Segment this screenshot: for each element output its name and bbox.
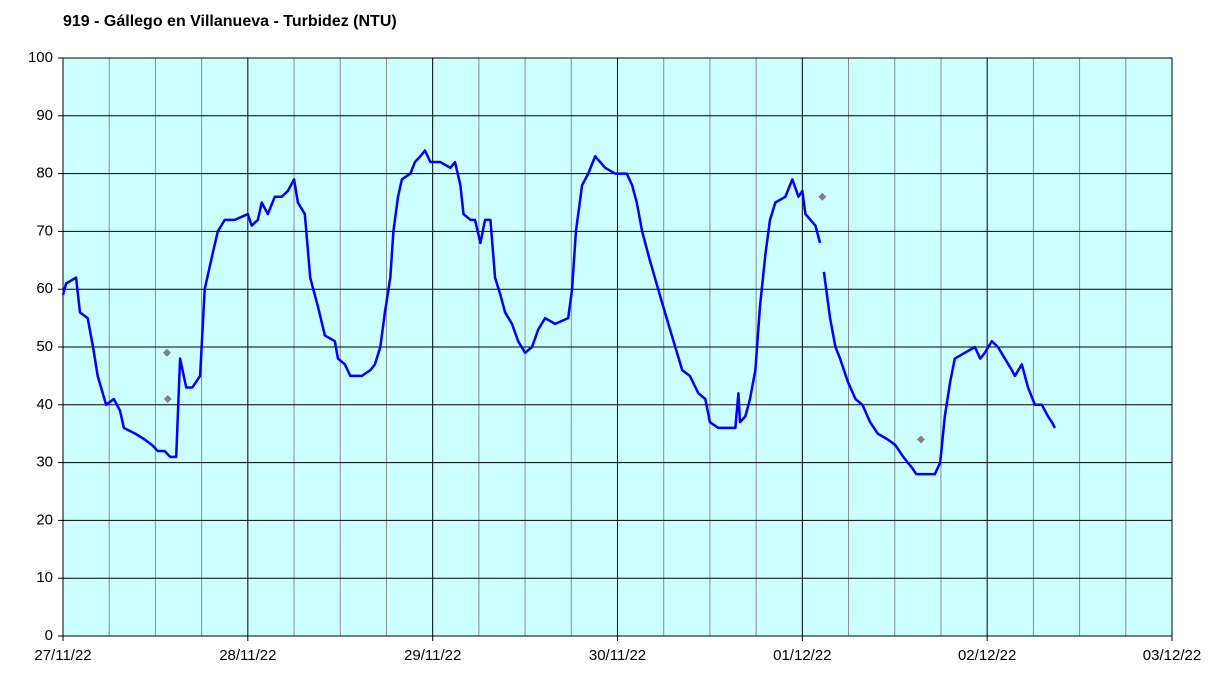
data-line — [61, 149, 822, 459]
data-point — [916, 435, 925, 444]
y-tick-label: 40 — [36, 396, 53, 413]
data-point — [163, 395, 172, 404]
x-tick-label: 27/11/22 — [34, 647, 91, 664]
data-line — [822, 271, 1057, 476]
x-tick-label: 30/11/22 — [589, 647, 646, 664]
y-tick-label: 20 — [36, 511, 53, 528]
y-tick-label: 30 — [36, 454, 53, 471]
x-tick-label: 29/11/22 — [404, 647, 461, 664]
y-tick-label: 0 — [45, 627, 53, 644]
y-tick-label: 10 — [36, 569, 53, 586]
y-tick-label: 50 — [36, 338, 53, 355]
x-tick-label: 03/12/22 — [1143, 647, 1201, 664]
x-tick-label: 28/11/22 — [219, 647, 276, 664]
y-tick-label: 60 — [36, 280, 53, 297]
data-point — [162, 348, 171, 357]
y-tick-label: 100 — [28, 49, 53, 66]
y-tick-label: 80 — [36, 165, 53, 182]
y-tick-label: 70 — [36, 222, 53, 239]
chart-title: 919 - Gállego en Villanueva - Turbidez (… — [63, 13, 397, 30]
y-tick-label: 90 — [36, 107, 53, 124]
x-tick-label: 01/12/22 — [773, 647, 831, 664]
x-tick-label: 02/12/22 — [958, 647, 1016, 664]
data-point — [818, 192, 827, 201]
plot-border — [62, 57, 1173, 637]
